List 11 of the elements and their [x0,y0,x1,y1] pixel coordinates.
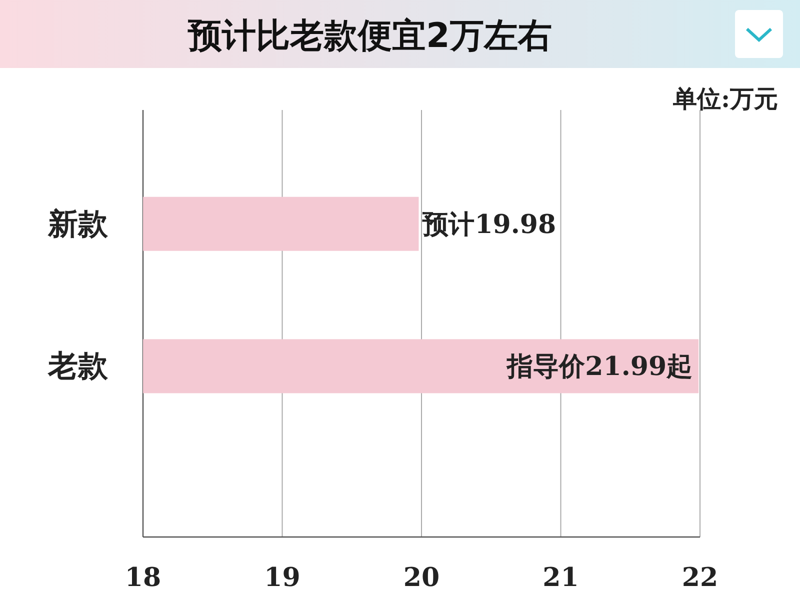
annotation: 单位:万元 [672,84,778,113]
x-tick-label: 19 [264,563,300,593]
x-tick-label: 18 [124,563,162,593]
y-tick-label: 新款 [47,206,109,242]
x-tick-label: 22 [682,563,718,593]
x-tick-label: 21 [542,563,579,593]
x-tick-label: 20 [403,563,440,593]
data-label: 预计19.98 [422,210,556,240]
chart-title: 预计比老款便宜2万左右 [187,16,552,56]
y-tick-label: 老款 [47,349,109,384]
data-label: 指导价21.99起 [506,352,693,382]
